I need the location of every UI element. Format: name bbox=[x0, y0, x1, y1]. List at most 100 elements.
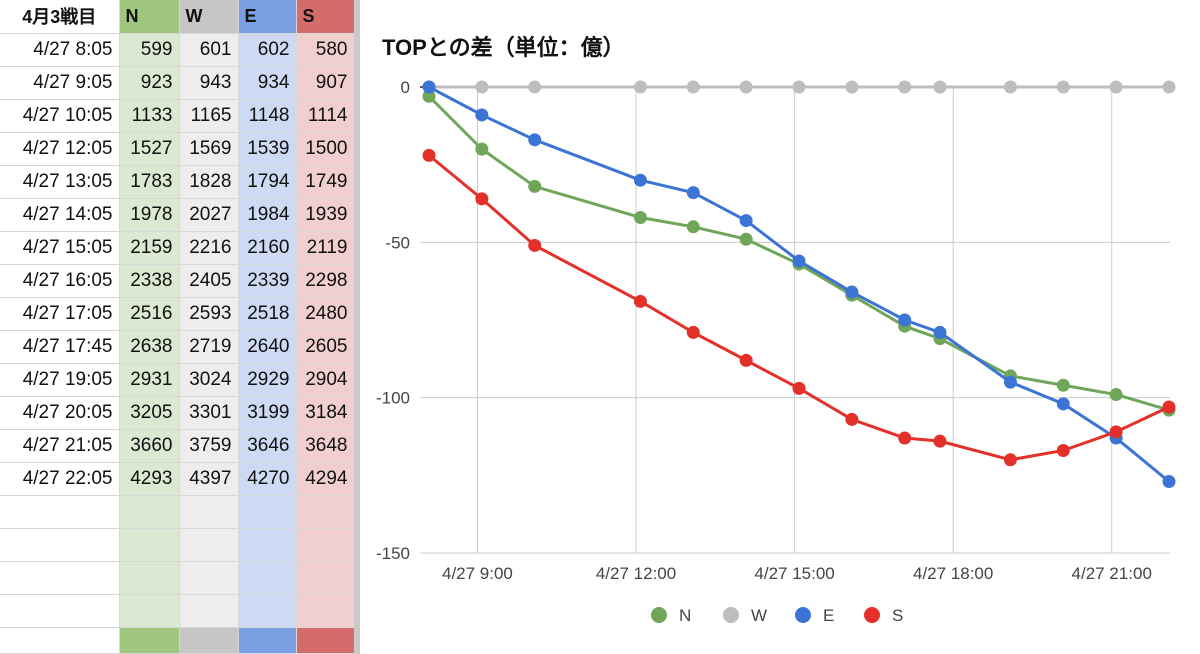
value-cell-w[interactable]: 1165 bbox=[179, 99, 239, 133]
empty-cell-s[interactable] bbox=[296, 561, 355, 595]
footer-color-s[interactable] bbox=[296, 627, 355, 654]
value-cell-n[interactable]: 3660 bbox=[119, 429, 180, 463]
footer-color-n[interactable] bbox=[119, 627, 180, 654]
value-cell-w[interactable]: 3024 bbox=[179, 363, 239, 397]
value-cell-w[interactable]: 2405 bbox=[179, 264, 239, 298]
value-cell-n[interactable]: 2931 bbox=[119, 363, 180, 397]
value-cell-e[interactable]: 2160 bbox=[238, 231, 297, 265]
value-cell-e[interactable]: 1794 bbox=[238, 165, 297, 199]
empty-cell[interactable] bbox=[0, 561, 120, 595]
time-cell[interactable]: 4/27 13:05 bbox=[0, 165, 120, 199]
value-cell-w[interactable]: 1569 bbox=[179, 132, 239, 166]
empty-cell-e[interactable] bbox=[238, 495, 297, 529]
value-cell-w[interactable]: 1828 bbox=[179, 165, 239, 199]
value-cell-s[interactable]: 1939 bbox=[296, 198, 355, 232]
value-cell-n[interactable]: 1133 bbox=[119, 99, 180, 133]
empty-cell-n[interactable] bbox=[119, 561, 180, 595]
value-cell-n[interactable]: 4293 bbox=[119, 462, 180, 496]
empty-cell[interactable] bbox=[0, 495, 120, 529]
value-cell-n[interactable]: 2159 bbox=[119, 231, 180, 265]
time-cell[interactable]: 4/27 14:05 bbox=[0, 198, 120, 232]
value-cell-e[interactable]: 4270 bbox=[238, 462, 297, 496]
footer-cell[interactable] bbox=[0, 627, 120, 654]
empty-cell-n[interactable] bbox=[119, 495, 180, 529]
value-cell-e[interactable]: 602 bbox=[238, 33, 297, 67]
value-cell-w[interactable]: 943 bbox=[179, 66, 239, 100]
time-cell[interactable]: 4/27 20:05 bbox=[0, 396, 120, 430]
column-header-n[interactable]: N bbox=[119, 0, 180, 34]
time-cell[interactable]: 4/27 8:05 bbox=[0, 33, 120, 67]
header-label-cell[interactable]: 4月3戦目 bbox=[0, 0, 120, 34]
value-cell-s[interactable]: 580 bbox=[296, 33, 355, 67]
empty-cell-e[interactable] bbox=[238, 561, 297, 595]
value-cell-w[interactable]: 2027 bbox=[179, 198, 239, 232]
empty-cell[interactable] bbox=[0, 594, 120, 628]
value-cell-s[interactable]: 907 bbox=[296, 66, 355, 100]
value-cell-n[interactable]: 1527 bbox=[119, 132, 180, 166]
time-cell[interactable]: 4/27 12:05 bbox=[0, 132, 120, 166]
value-cell-n[interactable]: 599 bbox=[119, 33, 180, 67]
footer-color-e[interactable] bbox=[238, 627, 297, 654]
value-cell-e[interactable]: 934 bbox=[238, 66, 297, 100]
value-cell-s[interactable]: 1749 bbox=[296, 165, 355, 199]
value-cell-s[interactable]: 2119 bbox=[296, 231, 355, 265]
time-cell[interactable]: 4/27 9:05 bbox=[0, 66, 120, 100]
value-cell-w[interactable]: 2593 bbox=[179, 297, 239, 331]
value-cell-e[interactable]: 2929 bbox=[238, 363, 297, 397]
value-cell-n[interactable]: 923 bbox=[119, 66, 180, 100]
column-header-w[interactable]: W bbox=[179, 0, 239, 34]
value-cell-n[interactable]: 3205 bbox=[119, 396, 180, 430]
empty-cell-w[interactable] bbox=[179, 495, 239, 529]
footer-color-w[interactable] bbox=[179, 627, 239, 654]
time-cell[interactable]: 4/27 16:05 bbox=[0, 264, 120, 298]
time-cell[interactable]: 4/27 19:05 bbox=[0, 363, 120, 397]
value-cell-e[interactable]: 1148 bbox=[238, 99, 297, 133]
time-cell[interactable]: 4/27 17:45 bbox=[0, 330, 120, 364]
empty-cell-s[interactable] bbox=[296, 528, 355, 562]
value-cell-n[interactable]: 1978 bbox=[119, 198, 180, 232]
value-cell-w[interactable]: 4397 bbox=[179, 462, 239, 496]
value-cell-n[interactable]: 2638 bbox=[119, 330, 180, 364]
column-header-e[interactable]: E bbox=[238, 0, 297, 34]
value-cell-n[interactable]: 2516 bbox=[119, 297, 180, 331]
empty-cell-e[interactable] bbox=[238, 594, 297, 628]
time-cell[interactable]: 4/27 22:05 bbox=[0, 462, 120, 496]
time-cell[interactable]: 4/27 10:05 bbox=[0, 99, 120, 133]
empty-cell-n[interactable] bbox=[119, 528, 180, 562]
value-cell-e[interactable]: 2640 bbox=[238, 330, 297, 364]
value-cell-e[interactable]: 3646 bbox=[238, 429, 297, 463]
empty-cell-n[interactable] bbox=[119, 594, 180, 628]
value-cell-s[interactable]: 2904 bbox=[296, 363, 355, 397]
value-cell-e[interactable]: 3199 bbox=[238, 396, 297, 430]
value-cell-e[interactable]: 2518 bbox=[238, 297, 297, 331]
value-cell-s[interactable]: 3648 bbox=[296, 429, 355, 463]
time-cell[interactable]: 4/27 15:05 bbox=[0, 231, 120, 265]
value-cell-s[interactable]: 2298 bbox=[296, 264, 355, 298]
empty-cell-s[interactable] bbox=[296, 495, 355, 529]
value-cell-e[interactable]: 2339 bbox=[238, 264, 297, 298]
value-cell-s[interactable]: 2605 bbox=[296, 330, 355, 364]
value-cell-s[interactable]: 1500 bbox=[296, 132, 355, 166]
pane-divider[interactable] bbox=[354, 0, 360, 654]
empty-cell-w[interactable] bbox=[179, 528, 239, 562]
value-cell-s[interactable]: 2480 bbox=[296, 297, 355, 331]
empty-cell-s[interactable] bbox=[296, 594, 355, 628]
value-cell-w[interactable]: 3759 bbox=[179, 429, 239, 463]
value-cell-e[interactable]: 1539 bbox=[238, 132, 297, 166]
value-cell-s[interactable]: 3184 bbox=[296, 396, 355, 430]
column-header-s[interactable]: S bbox=[296, 0, 355, 34]
time-cell[interactable]: 4/27 21:05 bbox=[0, 429, 120, 463]
time-cell[interactable]: 4/27 17:05 bbox=[0, 297, 120, 331]
value-cell-w[interactable]: 2719 bbox=[179, 330, 239, 364]
empty-cell-e[interactable] bbox=[238, 528, 297, 562]
empty-cell-w[interactable] bbox=[179, 594, 239, 628]
value-cell-w[interactable]: 601 bbox=[179, 33, 239, 67]
value-cell-s[interactable]: 1114 bbox=[296, 99, 355, 133]
value-cell-e[interactable]: 1984 bbox=[238, 198, 297, 232]
value-cell-w[interactable]: 3301 bbox=[179, 396, 239, 430]
value-cell-w[interactable]: 2216 bbox=[179, 231, 239, 265]
value-cell-n[interactable]: 2338 bbox=[119, 264, 180, 298]
empty-cell-w[interactable] bbox=[179, 561, 239, 595]
value-cell-n[interactable]: 1783 bbox=[119, 165, 180, 199]
empty-cell[interactable] bbox=[0, 528, 120, 562]
